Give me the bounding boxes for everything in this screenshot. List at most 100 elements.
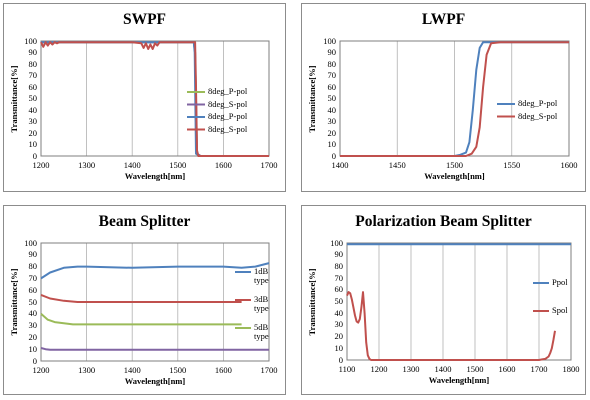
x-tick-label: 1500 bbox=[446, 160, 463, 170]
x-axis-label: Wavelength[nm] bbox=[424, 171, 485, 181]
x-tick-label: 1800 bbox=[562, 364, 580, 374]
chart-svg-beam-splitter bbox=[40, 242, 270, 362]
y-axis-label: Transmittance[%] bbox=[9, 65, 19, 132]
x-axis-label: Wavelength[nm] bbox=[124, 376, 186, 386]
x-tick-label: 1400 bbox=[434, 364, 452, 374]
y-tick-label: 40 bbox=[334, 307, 344, 318]
y-tick-label: 60 bbox=[334, 284, 344, 295]
y-tick-label: 30 bbox=[334, 319, 344, 330]
chart-title: SWPF bbox=[122, 11, 167, 28]
series-line-3 bbox=[40, 347, 269, 351]
x-tick-label: 1500 bbox=[169, 365, 187, 375]
y-axis-label: Transmittance[%] bbox=[307, 268, 317, 335]
x-tick-label: 1600 bbox=[214, 160, 232, 170]
x-tick-label: 1700 bbox=[530, 364, 548, 374]
y-tick-label: 80 bbox=[334, 260, 344, 271]
x-tick-label: 1550 bbox=[503, 160, 521, 170]
legend-label: Ppol bbox=[552, 277, 568, 287]
y-tick-label: 30 bbox=[28, 320, 38, 331]
series-line-1 bbox=[340, 41, 569, 157]
x-tick-label: 1400 bbox=[123, 365, 141, 375]
y-tick-label: 20 bbox=[28, 331, 38, 342]
chart-svg-lwpf bbox=[339, 40, 570, 157]
legend-label: 8deg_S-pol bbox=[208, 98, 248, 109]
y-tick-label: 50 bbox=[327, 93, 337, 103]
chart-svg-polarization-beam-splitter bbox=[346, 242, 572, 361]
y-tick-label: 70 bbox=[28, 272, 38, 283]
series-line-2 bbox=[40, 313, 242, 326]
y-tick-label: 20 bbox=[334, 331, 344, 342]
legend-label: 8deg_P-pol bbox=[518, 98, 558, 108]
series-line-0 bbox=[40, 262, 270, 280]
y-tick-label: 50 bbox=[28, 93, 38, 103]
y-tick-label: 100 bbox=[323, 35, 336, 46]
y-tick-label: 80 bbox=[327, 58, 337, 69]
chart-title: Beam Splitter bbox=[98, 213, 191, 230]
y-tick-label: 40 bbox=[327, 104, 337, 115]
y-tick-label: 40 bbox=[28, 104, 38, 115]
x-tick-label: 1300 bbox=[78, 365, 96, 375]
y-tick-label: 0 bbox=[32, 355, 37, 366]
y-tick-label: 80 bbox=[28, 261, 38, 272]
y-tick-label: 30 bbox=[327, 116, 337, 126]
legend-label: 8deg_P-pol bbox=[208, 86, 248, 96]
x-tick-label: 1450 bbox=[388, 160, 406, 170]
x-tick-label: 1100 bbox=[338, 364, 356, 374]
y-tick-label: 50 bbox=[334, 296, 344, 306]
legend-label: 8deg_S-pol bbox=[518, 110, 558, 121]
chart-panel-swpf: SWPF 0 10 20 30 40 50 60 70 80 90 100 1200 1300 1400 1… bbox=[3, 3, 286, 192]
legend-label: 8deg_P-pol bbox=[208, 111, 248, 121]
x-tick-label: 1400 bbox=[123, 160, 141, 170]
y-tick-label: 70 bbox=[28, 70, 38, 80]
x-tick-label: 1300 bbox=[78, 160, 96, 170]
y-tick-label: 90 bbox=[327, 47, 337, 57]
chart-panel-lwpf: LWPF 0 10 20 30 40 50 60 70 80 90 100 1400 1450 1500 1… bbox=[301, 3, 586, 192]
y-tick-label: 90 bbox=[334, 249, 344, 260]
series-line-1 bbox=[346, 291, 556, 361]
y-tick-label: 100 bbox=[330, 237, 343, 248]
y-tick-label: 0 bbox=[331, 150, 336, 161]
y-tick-label: 90 bbox=[28, 47, 38, 57]
plot-area bbox=[40, 242, 270, 362]
y-tick-label: 40 bbox=[28, 308, 38, 319]
y-tick-label: 20 bbox=[327, 127, 337, 138]
x-tick-label: 1600 bbox=[498, 364, 516, 374]
x-tick-label: 1200 bbox=[370, 364, 388, 374]
y-tick-label: 90 bbox=[28, 249, 38, 260]
chart-panel-beam-splitter: Beam Splitter 0 10 20 30 40 50 60 70 80 90 100 1200… bbox=[3, 205, 286, 395]
y-tick-label: 0 bbox=[32, 150, 37, 161]
plot-area bbox=[40, 40, 270, 157]
y-tick-label: 70 bbox=[327, 70, 337, 80]
y-tick-label: 60 bbox=[28, 81, 38, 92]
y-tick-label: 10 bbox=[327, 139, 337, 149]
x-tick-label: 1700 bbox=[260, 160, 278, 170]
chart-panel-polarization-beam-splitter: Polarization Beam Splitter 0 10 20 30 40 50 60… bbox=[301, 205, 586, 395]
x-tick-label: 1200 bbox=[32, 160, 50, 170]
y-tick-label: 60 bbox=[327, 81, 337, 92]
x-tick-label: 1500 bbox=[466, 364, 484, 374]
x-axis-label: Wavelength[nm] bbox=[428, 375, 490, 385]
series-line-3 bbox=[40, 41, 269, 157]
y-tick-label: 50 bbox=[28, 296, 38, 307]
y-tick-label: 100 bbox=[24, 35, 37, 46]
x-tick-label: 1300 bbox=[402, 364, 420, 374]
chart-title: LWPF bbox=[421, 11, 466, 28]
x-tick-label: 1200 bbox=[32, 365, 50, 375]
y-tick-label: 0 bbox=[338, 354, 343, 365]
legend-label: 3dB type bbox=[254, 294, 269, 313]
chart-title: Polarization Beam Splitter bbox=[355, 213, 532, 230]
y-axis-label: Transmittance[%] bbox=[307, 65, 317, 132]
y-axis-label: Transmittance[%] bbox=[9, 268, 19, 336]
chart-svg-swpf bbox=[40, 40, 270, 157]
x-tick-label: 1400 bbox=[331, 160, 349, 170]
x-tick-label: 1600 bbox=[214, 365, 232, 375]
y-tick-label: 60 bbox=[28, 284, 38, 295]
legend-label: 8deg_S-pol bbox=[208, 123, 248, 134]
y-tick-label: 10 bbox=[28, 139, 38, 149]
x-tick-label: 1500 bbox=[169, 160, 187, 170]
series-line-1 bbox=[40, 293, 242, 303]
legend-label: 1dB type bbox=[254, 266, 269, 285]
legend-label: Spol bbox=[552, 305, 568, 315]
y-tick-label: 10 bbox=[28, 343, 38, 354]
x-tick-label: 1600 bbox=[560, 160, 578, 170]
